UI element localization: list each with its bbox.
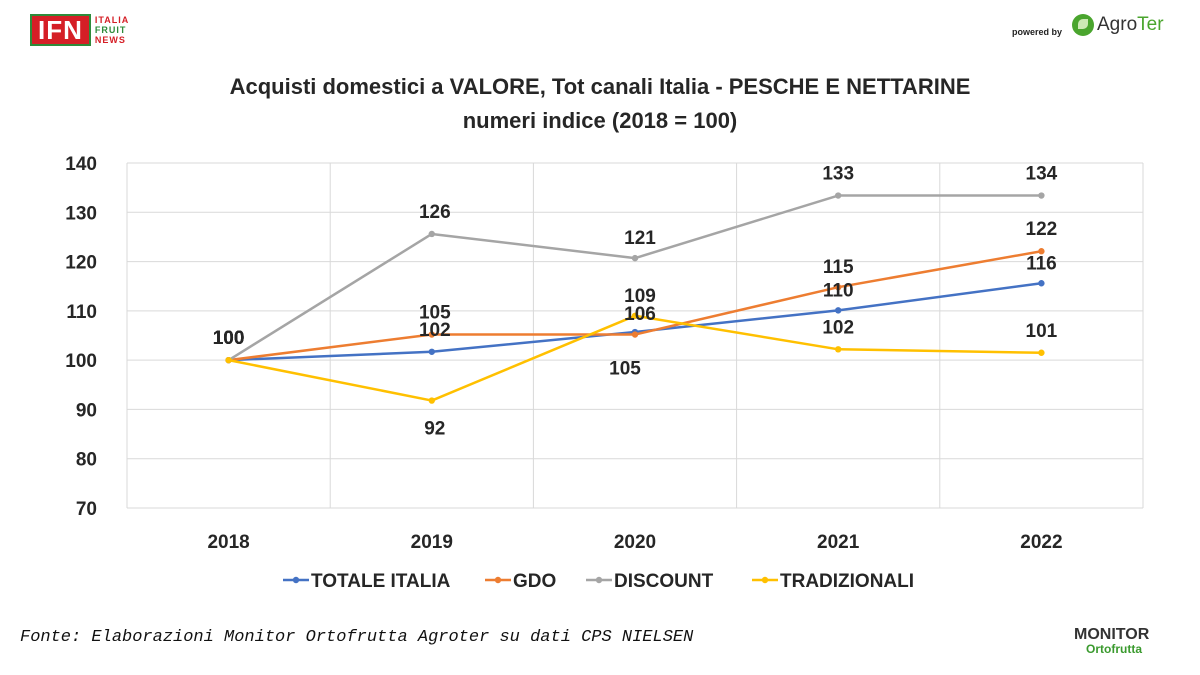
ifn-logo-word: NEWS	[94, 35, 126, 45]
leaf-icon	[1072, 14, 1094, 36]
legend-label: TRADIZIONALI	[780, 571, 914, 592]
monitor-ortofrutta-logo: MONITOR Ortofrutta	[1074, 626, 1150, 657]
legend-label: TOTALE ITALIA	[311, 571, 451, 592]
data-label: 134	[1026, 164, 1058, 185]
data-point	[428, 348, 435, 355]
data-point	[631, 331, 639, 338]
y-tick-label: 80	[76, 450, 97, 471]
monitor-logo-line1: MONITOR	[1074, 626, 1150, 643]
legend-marker	[292, 576, 300, 584]
legend: TOTALE ITALIA GDO DISCOUNT TRADIZIONALI	[283, 571, 914, 592]
x-tick-label: 2019	[411, 532, 453, 553]
data-point	[1038, 349, 1045, 356]
y-tick-label: 110	[66, 302, 97, 323]
data-label: 121	[624, 228, 656, 249]
data-label: 110	[823, 280, 854, 301]
data-point	[835, 307, 842, 314]
monitor-logo-line2: Ortofrutta	[1086, 642, 1142, 656]
agroter-logo: AgroTer	[1072, 14, 1164, 36]
legend-label: DISCOUNT	[614, 571, 714, 592]
data-label: 101	[1026, 321, 1058, 342]
x-tick-label: 2020	[614, 532, 656, 553]
agroter-wordmark-b: Ter	[1137, 14, 1164, 35]
data-label: 100	[213, 328, 245, 349]
y-tick-label: 120	[65, 253, 97, 274]
chart-title: Acquisti domestici a VALORE, Tot canali …	[229, 74, 971, 99]
data-label: 100	[213, 328, 245, 349]
powered-by-text: powered by	[1012, 27, 1063, 37]
data-point	[428, 397, 435, 404]
data-label: 100	[213, 328, 245, 349]
ifn-logo-words: ITALIA FRUIT NEWS	[95, 15, 129, 45]
data-label: 100	[213, 328, 245, 349]
data-point	[631, 254, 639, 262]
data-point	[1038, 192, 1045, 199]
data-label: 122	[1026, 219, 1058, 240]
agroter-wordmark-a: Agro	[1097, 14, 1138, 35]
legend-marker	[761, 576, 769, 584]
legend-marker	[494, 576, 502, 584]
data-point	[428, 230, 435, 238]
ifn-logo-word: ITALIA	[94, 15, 130, 25]
x-tick-label: 2022	[1020, 532, 1062, 553]
source-note: Fonte: Elaborazioni Monitor Ortofrutta A…	[20, 628, 694, 647]
y-tick-label: 100	[65, 351, 97, 372]
data-point	[835, 346, 842, 353]
data-label: 105	[419, 303, 451, 324]
data-label: 106	[624, 304, 656, 325]
x-tick-label: 2021	[817, 532, 860, 553]
y-tick-labels: 70 80 90 100 110 120 130 140	[65, 154, 97, 520]
data-point	[1038, 280, 1045, 287]
data-label: 116	[1026, 253, 1057, 274]
data-point	[835, 284, 842, 291]
x-tick-label: 2018	[207, 532, 249, 553]
agroter-wordmark: AgroTer	[1097, 14, 1164, 36]
data-label: 126	[419, 202, 451, 223]
ifn-logo-word: FRUIT	[94, 25, 127, 35]
data-label: 92	[424, 419, 445, 440]
x-tick-labels: 2018 2019 2020 2021 2022	[207, 532, 1062, 553]
data-label: 102	[822, 317, 854, 338]
data-labels-layer: 100 1021061101161001051051151221001261211…	[213, 164, 1058, 440]
data-label: 115	[823, 257, 854, 278]
y-tick-label: 130	[65, 203, 97, 224]
chart-subtitle: numeri indice (2018 = 100)	[462, 108, 738, 133]
data-point	[428, 331, 435, 338]
data-point	[225, 356, 232, 364]
series-layer	[225, 192, 1045, 404]
y-tick-label: 70	[76, 499, 97, 520]
ifn-logo-mark: IFN	[30, 14, 91, 46]
data-label: 133	[822, 164, 854, 185]
data-point	[1038, 248, 1045, 255]
legend-marker	[595, 576, 603, 584]
legend-label: GDO	[513, 571, 556, 592]
data-point	[835, 192, 842, 199]
data-point	[631, 312, 639, 319]
y-tick-label: 90	[76, 400, 97, 421]
y-tick-label: 140	[65, 154, 97, 175]
data-label: 102	[419, 320, 451, 341]
data-label: 109	[624, 286, 656, 307]
data-label: 105	[609, 359, 641, 380]
ifn-logo: IFN ITALIA FRUIT NEWS	[30, 14, 129, 46]
